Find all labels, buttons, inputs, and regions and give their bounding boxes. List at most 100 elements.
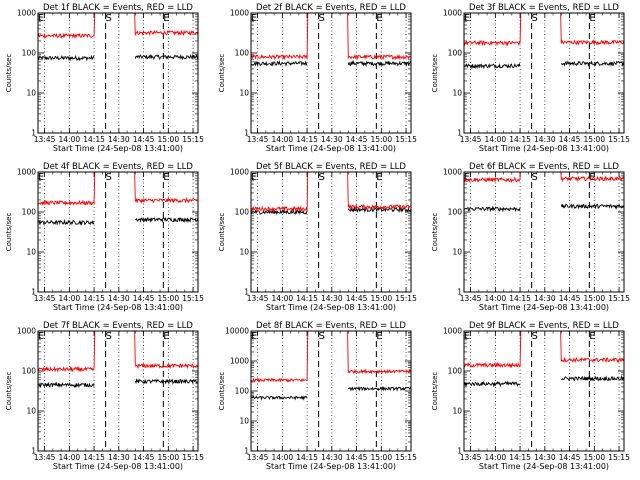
x-tick-label: 14:30 xyxy=(534,294,556,303)
marker-label: S xyxy=(318,13,324,24)
marker-label: E xyxy=(251,331,257,342)
lld-line xyxy=(38,13,96,40)
y-tick-label: 10 xyxy=(452,89,462,98)
x-tick-label: 13:45 xyxy=(34,135,56,144)
y-tick-label: 1 xyxy=(31,288,36,297)
y-tick-label: 1000 xyxy=(230,357,249,366)
x-tick-label: 15:00 xyxy=(370,135,392,144)
y-tick-label: 1000 xyxy=(17,9,36,18)
lld-line xyxy=(560,13,624,46)
plot-frame xyxy=(37,12,199,134)
x-tick-label: 14:30 xyxy=(108,294,130,303)
marker-label: E xyxy=(464,13,470,24)
plot-frame xyxy=(250,12,412,134)
y-tick-label: 1 xyxy=(31,129,36,138)
x-tick-label: 15:00 xyxy=(370,294,392,303)
plot-frame xyxy=(37,330,199,452)
x-tick-label: 13:45 xyxy=(247,453,269,462)
y-tick-label: 100 xyxy=(22,208,37,217)
x-tick-label: 15:15 xyxy=(395,453,417,462)
y-tick-label: 1000 xyxy=(17,168,36,177)
y-tick-label: 1 xyxy=(457,129,462,138)
events-line xyxy=(135,216,198,224)
y-tick-label: 1000 xyxy=(443,168,462,177)
y-axis-label: Counts/sec xyxy=(431,213,439,252)
x-tick-label: 14:45 xyxy=(346,294,368,303)
x-tick-label: 14:00 xyxy=(272,453,294,462)
marker-label: E xyxy=(376,331,382,342)
panel-title: Det 4f BLACK = Events, RED = LLD xyxy=(43,162,193,172)
y-axis-label: Counts/sec xyxy=(431,372,439,411)
events-line xyxy=(561,375,624,382)
plot-frame xyxy=(250,330,412,452)
x-tick-label: 14:30 xyxy=(534,453,556,462)
plot-frame xyxy=(37,171,199,293)
panel-title: Det 3f BLACK = Events, RED = LLD xyxy=(469,3,619,13)
marker-label: E xyxy=(589,331,595,342)
x-tick-label: 15:15 xyxy=(608,135,630,144)
x-tick-label: 13:45 xyxy=(460,453,482,462)
marker-label: E xyxy=(163,13,169,24)
lld-line xyxy=(560,172,624,183)
y-tick-label: 10 xyxy=(26,248,36,257)
lld-line xyxy=(464,13,522,47)
marker-label: S xyxy=(531,331,537,342)
x-tick-label: 15:15 xyxy=(608,294,630,303)
marker-label: E xyxy=(464,331,470,342)
panel-det-4: Det 4f BLACK = Events, RED = LLD Counts/s… xyxy=(5,162,204,312)
x-tick-label: 14:30 xyxy=(321,294,343,303)
x-tick-label: 14:45 xyxy=(346,135,368,144)
x-tick-label: 14:15 xyxy=(296,294,318,303)
events-line xyxy=(134,53,198,61)
x-tick-label: 14:30 xyxy=(321,135,343,144)
y-tick-label: 1 xyxy=(244,288,249,297)
events-line xyxy=(38,381,95,389)
events-line xyxy=(38,218,95,227)
plot-frame xyxy=(463,171,625,293)
marker-label: E xyxy=(589,172,595,183)
lld-line xyxy=(347,331,411,375)
events-line xyxy=(347,385,411,392)
x-axis-label: Start Time (24-Sep-08 13:41:00) xyxy=(479,303,609,312)
x-tick-label: 13:45 xyxy=(34,294,56,303)
x-tick-label: 15:00 xyxy=(370,453,392,462)
marker-label: S xyxy=(318,331,324,342)
x-tick-label: 15:15 xyxy=(182,135,204,144)
x-tick-label: 15:15 xyxy=(182,453,204,462)
lld-line xyxy=(38,172,96,206)
y-tick-label: 100 xyxy=(235,387,250,396)
marker-label: S xyxy=(105,172,111,183)
x-tick-label: 14:15 xyxy=(83,135,105,144)
y-axis-label: Counts/sec xyxy=(218,372,226,411)
lld-line xyxy=(38,331,96,373)
lld-line xyxy=(251,172,309,213)
x-tick-label: 15:00 xyxy=(583,453,605,462)
x-tick-label: 14:00 xyxy=(59,135,81,144)
x-tick-label: 14:45 xyxy=(559,135,581,144)
x-tick-label: 14:15 xyxy=(296,453,318,462)
events-line xyxy=(134,378,198,385)
lld-line xyxy=(464,331,522,369)
plot-frame xyxy=(250,171,412,293)
panel-det-7: Det 7f BLACK = Events, RED = LLD Counts/s… xyxy=(5,321,204,471)
x-tick-label: 14:45 xyxy=(133,453,155,462)
x-tick-label: 14:15 xyxy=(509,453,531,462)
plot-frame xyxy=(463,330,625,452)
lld-line xyxy=(134,172,198,205)
x-tick-label: 15:15 xyxy=(395,294,417,303)
events-line xyxy=(251,208,308,216)
y-tick-label: 100 xyxy=(448,49,463,58)
y-axis-label: Counts/sec xyxy=(218,213,226,252)
x-tick-label: 14:45 xyxy=(559,453,581,462)
marker-label: S xyxy=(318,172,324,183)
x-tick-label: 15:00 xyxy=(157,294,179,303)
y-axis-label: Counts/sec xyxy=(5,372,13,411)
x-tick-label: 13:45 xyxy=(247,135,269,144)
marker-label: E xyxy=(38,13,44,24)
y-tick-label: 100 xyxy=(235,208,250,217)
x-tick-label: 15:00 xyxy=(583,294,605,303)
lld-line xyxy=(347,13,411,61)
x-axis-label: Start Time (24-Sep-08 13:41:00) xyxy=(479,144,609,153)
x-tick-label: 13:45 xyxy=(247,294,269,303)
